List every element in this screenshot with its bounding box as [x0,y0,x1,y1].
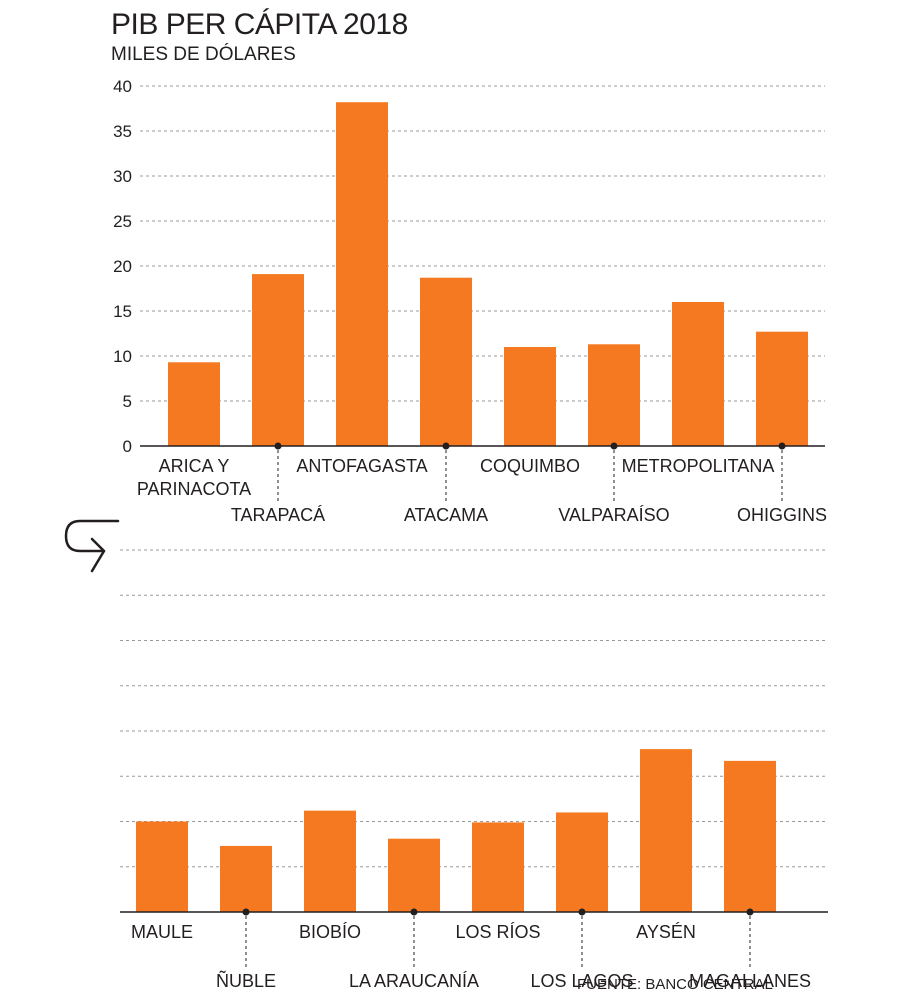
label-leader-dot [578,908,586,916]
y-tick-label: 0 [123,437,132,456]
source-note: FUENTE: BANCO CENTRAL [577,976,773,993]
label-leader-dot [778,442,786,450]
category-label: ÑUBLE [216,970,276,991]
label-leader-dot [274,442,282,450]
category-label: MAGALLANES [689,971,811,991]
y-tick-label: 10 [113,347,132,366]
category-label: ATACAMA [404,505,488,525]
category-label: LOS LAGOS [530,971,633,991]
curved-arrow-down-right-icon [64,519,120,573]
bar [304,810,356,912]
bar [252,274,304,446]
y-tick-label: 25 [113,212,132,231]
y-tick-label: 20 [113,257,132,276]
bar [672,302,724,446]
bar [168,362,220,446]
bar [336,102,388,446]
y-tick-label: 5 [123,392,132,411]
category-label: LOS RÍOS [455,922,540,942]
category-label: MAULE [131,922,193,942]
category-label: ANTOFAGASTA [296,456,427,476]
category-label: AYSÉN [636,922,696,942]
bar [724,760,776,912]
category-label: COQUIMBO [480,456,580,476]
category-label: OHIGGINS [737,505,827,525]
bar [388,838,440,912]
category-label: LA ARAUCANÍA [349,971,479,991]
chart-panel-bottom: MAULE ÑUBLE BIOBÍO LA ARAUCANÍA LOS RÍOS LOS … [120,549,828,991]
category-label: METROPOLITANA [622,456,775,476]
y-tick-label: 35 [113,122,132,141]
y-tick-label: 40 [113,77,132,96]
category-label: TARAPACÁ [231,505,325,525]
label-leader-dot [746,908,754,916]
bar [556,812,608,912]
bar [756,331,808,446]
bar [472,822,524,912]
bar [504,347,556,446]
label-leader-dot [442,442,450,450]
bar [588,344,640,446]
chart-panel-top: 0 5 10 15 20 25 30 35 40 ARICA Y PARINACOTA TARAPAC… [113,77,827,525]
label-leader-dot [242,908,250,916]
bar [640,749,692,912]
chart-title: PIB PER CÁPITA 2018 [111,8,408,41]
bar [420,277,472,446]
y-tick-label: 15 [113,302,132,321]
label-leader-dot [610,442,618,450]
category-label: BIOBÍO [299,922,361,942]
y-tick-label: 30 [113,167,132,186]
bar [220,845,272,912]
chart-subtitle: MILES DE DÓLARES [111,44,296,65]
bar [136,821,188,912]
label-leader-dot [410,908,418,916]
category-label: VALPARAÍSO [558,505,669,525]
category-label: PARINACOTA [137,479,251,499]
category-label: ARICA Y [159,456,230,476]
